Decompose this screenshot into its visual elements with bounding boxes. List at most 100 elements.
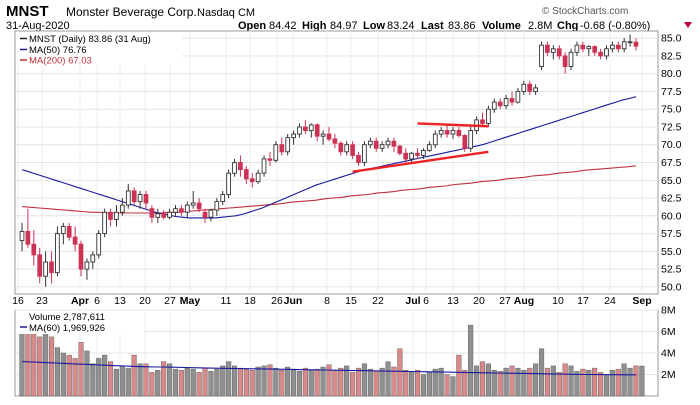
volume-bar-down [249, 370, 255, 397]
volume-ma-line [21, 361, 636, 376]
volume-bar-up [533, 363, 539, 397]
candle-down [25, 230, 31, 245]
ma200-line [21, 165, 637, 214]
candle-down [326, 133, 332, 140]
candle-up [190, 202, 196, 206]
x-tick-label: 27 [164, 295, 176, 307]
candle-up [255, 172, 261, 183]
volume-bar-down [373, 371, 379, 397]
volume-bar-down [143, 363, 149, 397]
volume-bar-down [391, 366, 397, 397]
support-trendline [352, 150, 489, 173]
volume-bar-down [332, 370, 338, 397]
volume-bar-down [202, 367, 208, 397]
candle-down [108, 211, 113, 220]
volume-bar-up [609, 370, 615, 397]
candle-down [303, 126, 308, 132]
x-tick-label: 18 [244, 295, 256, 307]
candle-down [598, 51, 603, 57]
candle-down [556, 48, 562, 57]
candle-up [297, 126, 302, 135]
candle-up [610, 44, 615, 50]
candle-up [421, 149, 426, 156]
candle-up [385, 140, 391, 146]
volume-bar-up [426, 372, 432, 397]
legend-volume-text: Volume 2,787,611 [29, 312, 105, 323]
chg-label: Chg [557, 20, 578, 32]
volume-bar-up [84, 350, 90, 397]
candle-down [545, 44, 550, 53]
volume-bar-up [503, 367, 509, 397]
candle-up [285, 137, 291, 153]
candle-down [202, 211, 208, 218]
price-grid [15, 31, 658, 294]
candle-up [426, 144, 432, 151]
volume-bar-down [509, 365, 515, 397]
candle-up [184, 204, 190, 213]
candle-down [49, 261, 54, 274]
volume-axis: 2M 4M 6M 8M [661, 305, 676, 382]
volume-bar-up [273, 367, 279, 397]
volume-label: Volume [482, 20, 521, 32]
candle-down [72, 236, 78, 245]
volume-bar-down [49, 336, 55, 397]
volume-bar-down [403, 370, 409, 397]
ma50-line-group [21, 96, 637, 219]
candle-down [562, 55, 568, 68]
candle-up [220, 194, 226, 203]
volume-bar-up [491, 370, 497, 397]
volume-bar-down [237, 367, 244, 397]
x-tick-label: 6 [94, 295, 100, 307]
candle-down [179, 208, 184, 213]
volume-bar-up [90, 363, 96, 397]
price-legend-bg [16, 32, 182, 65]
x-tick-label: Aug [514, 295, 534, 307]
volume-bar-down [356, 367, 362, 397]
volume-bar-up [468, 324, 474, 397]
candle-down [249, 178, 255, 183]
candle-down [497, 101, 503, 107]
volume-bar-up [627, 367, 633, 397]
candle-down [66, 226, 72, 238]
ma200-line-group [21, 165, 637, 214]
x-tick-label: 20 [139, 295, 151, 307]
price-tick-label: 85.0 [661, 33, 682, 45]
volume-legend: Volume 2,787,611 MA(60) 1,969,926 [16, 311, 144, 334]
volume-bar-down [31, 333, 37, 397]
volume-bar-up [291, 368, 297, 397]
volume-bar-down [279, 370, 285, 397]
volume-bar-up [308, 370, 314, 397]
volume-bar-up [54, 347, 60, 397]
candle-up [539, 44, 544, 67]
candle-up [214, 201, 220, 211]
x-tick-label: 17 [577, 295, 589, 307]
candle-down [143, 194, 149, 204]
candle-down [444, 130, 450, 135]
volume-bar-down [302, 367, 308, 397]
candle-down [527, 83, 533, 92]
x-tick-label: 23 [36, 295, 48, 307]
high-value: 84.97 [330, 20, 358, 32]
volume-bar-up [385, 361, 391, 397]
candle-down [332, 138, 338, 144]
volume-bar-up [539, 348, 545, 397]
price-tick-label: 72.5 [661, 121, 682, 133]
volume-bar-up [521, 370, 527, 397]
price-tick-label: 80.0 [661, 68, 682, 80]
volume-bar-up [172, 368, 179, 397]
candle-up [515, 90, 521, 103]
candle-up [273, 144, 279, 161]
candle-up [125, 190, 131, 206]
candle-up [226, 172, 231, 195]
volume-bar-down [107, 361, 114, 397]
candle-down [267, 158, 273, 161]
volume-bar-up [586, 370, 592, 397]
chart-date: 31-Aug-2020 [6, 20, 70, 32]
legend-ma200: MA(200) 67.03 [20, 56, 92, 67]
volume-bar-up [119, 365, 125, 397]
volume-bar-down [527, 367, 533, 397]
volume-bar-up [603, 374, 609, 397]
volume-bar-up [208, 371, 214, 397]
candle-down [314, 124, 320, 137]
